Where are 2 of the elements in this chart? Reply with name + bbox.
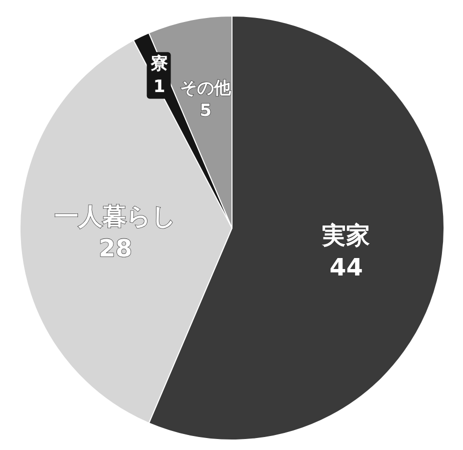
data-label: 1: [153, 76, 166, 97]
slice-label: 寮: [150, 54, 168, 74]
